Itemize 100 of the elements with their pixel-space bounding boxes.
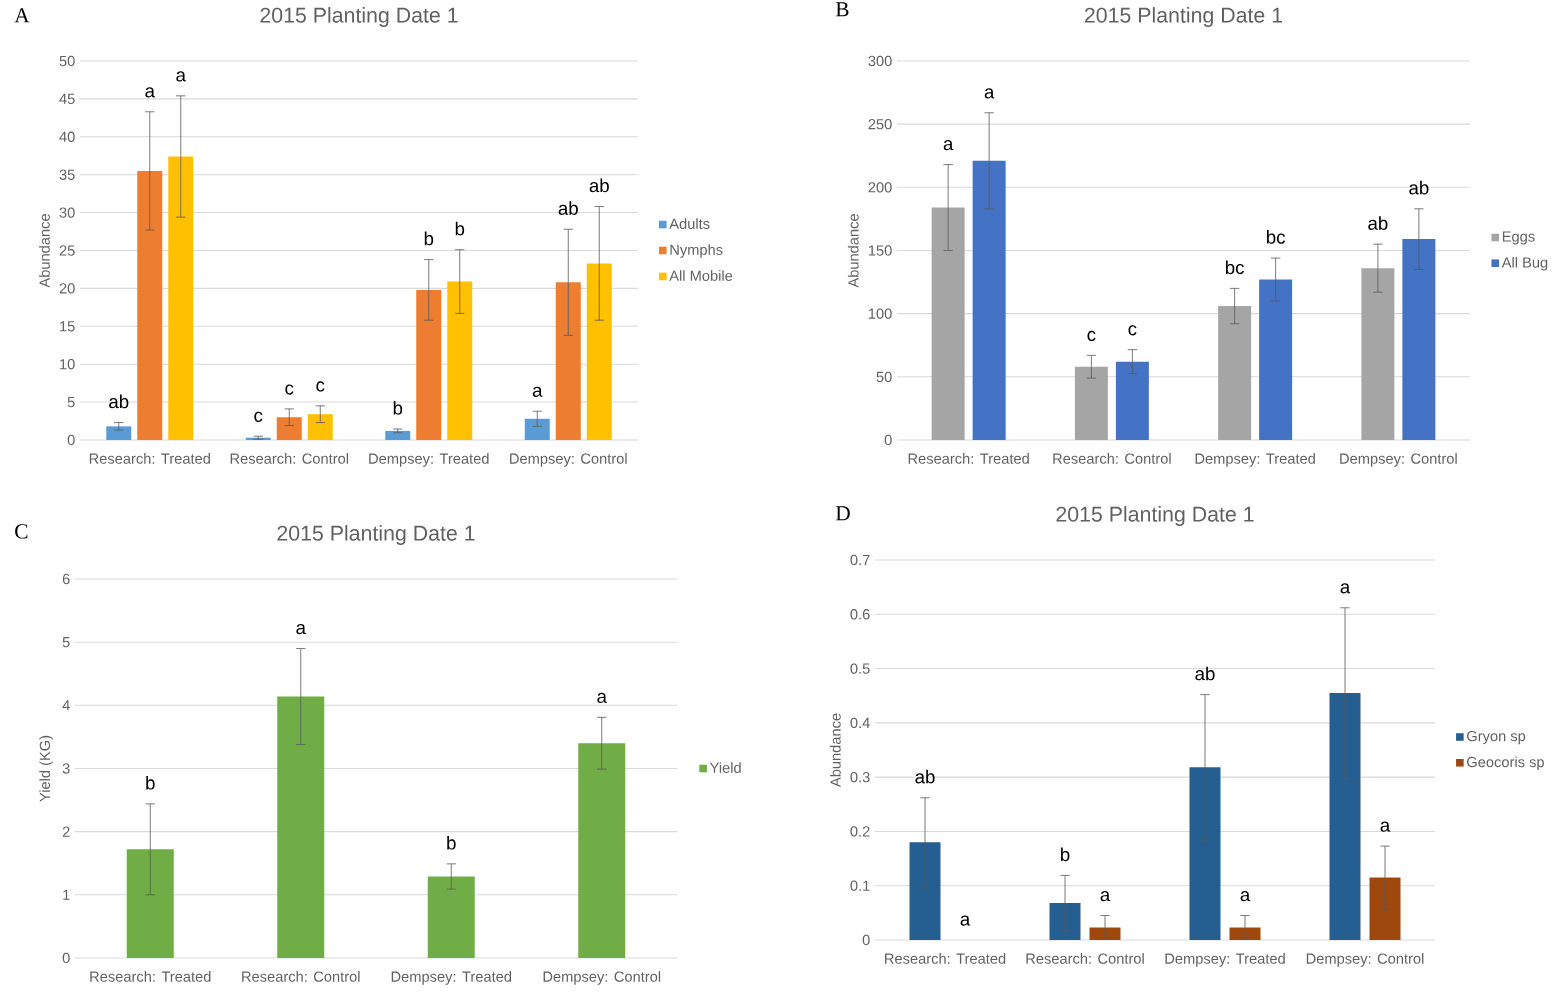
annotation: a [1340, 583, 1351, 594]
annotation: b [393, 401, 403, 415]
y-tick-label: 30 [59, 207, 75, 218]
y-tick-label: 40 [59, 131, 75, 142]
annotation: a [176, 71, 186, 82]
annotation: bc [1266, 230, 1285, 244]
chart-title: 2015 Planting Date 1 [277, 525, 475, 545]
annotation: b [424, 231, 434, 246]
y-tick-label: 300 [868, 55, 892, 67]
annotation: a [960, 915, 971, 926]
chart-title: 2015 Planting Date 1 [260, 7, 458, 27]
x-tick-label: Research: Treated [885, 953, 1006, 964]
y-tick-label: 15 [60, 321, 75, 332]
x-tick-label: Dempsey: Control [510, 453, 627, 467]
legend-label: Eggs [1502, 231, 1535, 245]
annotation: a [597, 692, 607, 704]
y-tick-label: 0 [62, 952, 70, 964]
y-tick-label: 0.5 [850, 663, 870, 674]
x-tick-label: Research: Treated [90, 971, 211, 982]
y-tick-label: 0.7 [850, 554, 870, 566]
x-tick-label: Research: Control [242, 971, 360, 982]
annotation: ab [589, 178, 609, 193]
legend-label: All Mobile [669, 270, 733, 281]
legend-label: Adults [669, 218, 710, 229]
y-tick-label: 3 [62, 763, 70, 774]
annotation: c [254, 411, 263, 422]
x-tick-label: Research: Control [1053, 453, 1171, 464]
y-axis-title: Abundance [829, 713, 841, 788]
legend-label: Nymphs [670, 244, 723, 258]
x-tick-label: Dempsey: Control [543, 971, 661, 985]
annotation: a [984, 88, 995, 99]
y-tick-label: 50 [876, 371, 892, 383]
annotation: b [1061, 847, 1070, 862]
y-tick-label: 150 [868, 245, 892, 256]
x-tick-label: Dempsey: Treated [1165, 953, 1285, 967]
x-tick-label: Research: Treated [89, 453, 210, 464]
x-tick-label: Research: Treated [908, 453, 1029, 464]
y-tick-label: 0 [862, 934, 870, 946]
annotation: a [145, 87, 155, 98]
annotation: a [1100, 891, 1111, 902]
x-tick-label: Dempsey: Treated [391, 971, 512, 985]
text: C [15, 524, 28, 539]
x-tick-label: Dempsey: Treated [1195, 453, 1315, 467]
x-tick-label: Research: Control [230, 453, 349, 464]
y-tick-label: 0.1 [850, 880, 870, 891]
annotation: ab [1409, 180, 1429, 195]
annotation: c [1128, 325, 1137, 336]
y-tick-label: 5 [67, 396, 75, 408]
y-tick-label: 4 [62, 700, 70, 711]
y-tick-label: 6 [62, 573, 70, 585]
y-tick-label: 10 [60, 359, 75, 370]
y-tick-label: 5 [62, 637, 70, 648]
annotation: a [296, 623, 306, 635]
x-tick-label: Dempsey: Control [1306, 953, 1424, 967]
x-tick-label: Dempsey: Treated [369, 453, 489, 467]
y-tick-label: 0 [67, 434, 75, 446]
y-tick-label: 45 [59, 93, 75, 105]
annotation: bc [1225, 260, 1244, 275]
annotation: ab [109, 394, 129, 409]
annotation: b [455, 221, 465, 236]
y-tick-label: 100 [868, 308, 892, 319]
annotation: c [1087, 330, 1096, 342]
y-tick-label: 0 [884, 434, 892, 446]
legend-label: All Bug [1501, 256, 1548, 271]
y-axis-title: Abundance [847, 214, 859, 288]
annotation: b [447, 835, 456, 850]
y-tick-label: 0.3 [850, 771, 870, 783]
annotation: a [532, 386, 543, 397]
annotation: c [316, 381, 325, 392]
text: A [14, 8, 30, 23]
annotation: a [1240, 891, 1251, 902]
y-tick-label: 0.6 [850, 609, 870, 620]
y-axis-title: Yield (KG) [39, 735, 53, 802]
y-tick-label: 25 [59, 245, 75, 256]
y-tick-label: 20 [59, 283, 75, 294]
y-tick-label: 250 [868, 118, 892, 130]
annotation: ab [1195, 666, 1215, 681]
y-tick-label: 1 [63, 889, 70, 900]
y-tick-label: 50 [59, 55, 75, 67]
text: B [835, 2, 849, 17]
y-tick-label: 2 [62, 826, 70, 837]
y-tick-label: 0.4 [850, 717, 870, 729]
text: D [835, 506, 850, 521]
annotation: a [1380, 821, 1391, 832]
legend-label: Geocoris sp [1467, 756, 1544, 771]
legend-label: Yield [709, 762, 741, 773]
y-axis-title: Abundance [39, 214, 50, 288]
chart-title: 2015 Planting Date 1 [1084, 7, 1283, 27]
annotation: ab [1368, 216, 1388, 230]
annotation: ab [558, 201, 578, 215]
y-tick-label: 0.2 [850, 826, 870, 837]
legend-label: Gryon sp [1467, 730, 1526, 745]
annotation: a [943, 140, 954, 151]
y-tick-label: 200 [868, 182, 892, 193]
y-tick-label: 35 [59, 169, 75, 180]
annotation: ab [915, 769, 935, 784]
chart-title: 2015 Planting Date 1 [1056, 506, 1254, 526]
x-tick-label: Dempsey: Control [1340, 453, 1457, 467]
x-tick-label: Research: Control [1026, 953, 1144, 964]
annotation: c [285, 384, 294, 395]
